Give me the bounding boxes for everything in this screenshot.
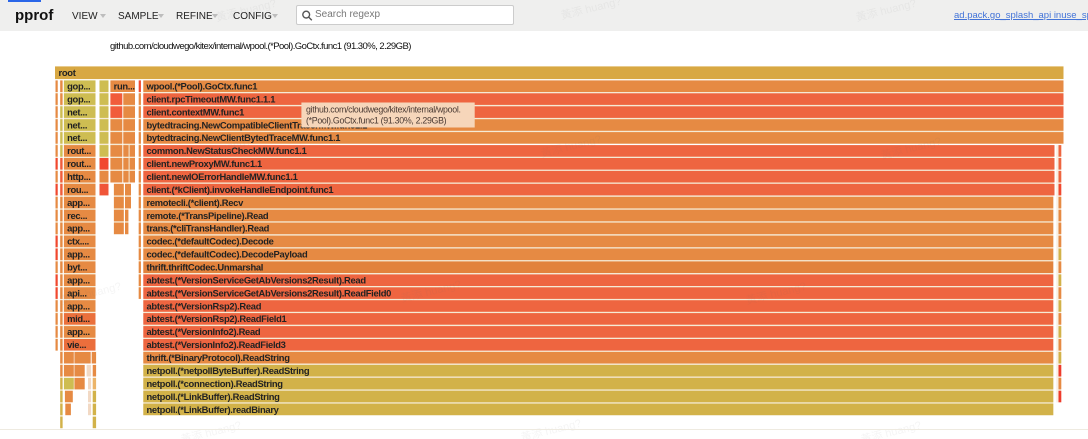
svg-text:bytedtracing.NewCompatibleClie: bytedtracing.NewCompatibleClientTracerMW… bbox=[147, 119, 368, 130]
svg-text:gop...: gop... bbox=[67, 81, 90, 92]
svg-text:abtest.(*VersionServiceGetAbVe: abtest.(*VersionServiceGetAbVersions2Res… bbox=[147, 275, 367, 286]
svg-text:codec.(*defaultCodec).DecodePa: codec.(*defaultCodec).DecodePayload bbox=[147, 249, 308, 260]
svg-text:client.newProxyMW.func1.1: client.newProxyMW.func1.1 bbox=[147, 158, 263, 169]
svg-text:bytedtracing.NewClientBytedTra: bytedtracing.NewClientBytedTraceMW.func1… bbox=[147, 132, 341, 143]
svg-text:rou...: rou... bbox=[67, 184, 88, 195]
svg-text:byt...: byt... bbox=[67, 262, 87, 273]
svg-text:gop...: gop... bbox=[67, 93, 90, 104]
svg-text:github.com/cloudwego/kitex/int: github.com/cloudwego/kitex/internal/wpoo… bbox=[306, 104, 461, 114]
svg-text:wpool.(*Pool).GoCtx.func1: wpool.(*Pool).GoCtx.func1 bbox=[146, 81, 258, 92]
svg-text:run...: run... bbox=[114, 81, 135, 92]
svg-text:rec...: rec... bbox=[67, 210, 87, 221]
svg-text:root: root bbox=[59, 67, 76, 78]
svg-text:app...: app... bbox=[67, 249, 90, 260]
svg-text:app...: app... bbox=[67, 300, 90, 311]
svg-text:client.contextMW.func1: client.contextMW.func1 bbox=[147, 106, 245, 117]
svg-text:app...: app... bbox=[67, 223, 90, 234]
svg-text:http...: http... bbox=[67, 171, 90, 182]
svg-text:abtest.(*VersionServiceGetAbVe: abtest.(*VersionServiceGetAbVersions2Res… bbox=[147, 287, 392, 298]
svg-text:mid...: mid... bbox=[67, 313, 90, 324]
svg-text:netpoll.(*connection).ReadStri: netpoll.(*connection).ReadString bbox=[147, 378, 284, 389]
svg-text:app...: app... bbox=[67, 197, 90, 208]
svg-text:ctx....: ctx.... bbox=[67, 236, 89, 247]
svg-text:abtest.(*VersionInfo2).Read: abtest.(*VersionInfo2).Read bbox=[147, 326, 261, 337]
svg-text:net...: net... bbox=[67, 119, 87, 130]
svg-text:thrift.(*BinaryProtocol).ReadS: thrift.(*BinaryProtocol).ReadString bbox=[147, 352, 291, 363]
svg-text:app...: app... bbox=[67, 326, 90, 337]
svg-text:netpoll.(*LinkBuffer).readBina: netpoll.(*LinkBuffer).readBinary bbox=[147, 404, 280, 415]
svg-text:abtest.(*VersionInfo2).ReadFie: abtest.(*VersionInfo2).ReadField3 bbox=[147, 339, 286, 350]
svg-text:net...: net... bbox=[67, 132, 87, 143]
svg-text:abtest.(*VersionRsp2).ReadFiel: abtest.(*VersionRsp2).ReadField1 bbox=[147, 313, 287, 324]
svg-text:net...: net... bbox=[67, 106, 87, 117]
svg-text:(*Pool).GoCtx.func1 (91.30%, 2: (*Pool).GoCtx.func1 (91.30%, 2.29GB) bbox=[306, 115, 447, 125]
svg-text:trans.(*cliTransHandler).Read: trans.(*cliTransHandler).Read bbox=[147, 223, 270, 234]
svg-text:client.(*kClient).invokeHandle: client.(*kClient).invokeHandleEndpoint.f… bbox=[147, 184, 334, 195]
svg-text:abtest.(*VersionRsp2).Read: abtest.(*VersionRsp2).Read bbox=[147, 300, 262, 311]
svg-text:app...: app... bbox=[67, 275, 90, 286]
svg-text:netpoll.(*netpollByteBuffer).R: netpoll.(*netpollByteBuffer).ReadString bbox=[147, 365, 310, 376]
svg-text:netpoll.(*LinkBuffer).ReadStri: netpoll.(*LinkBuffer).ReadString bbox=[147, 391, 281, 402]
svg-text:vie...: vie... bbox=[67, 339, 86, 350]
svg-text:rout...: rout... bbox=[67, 145, 91, 156]
svg-text:codec.(*defaultCodec).Decode: codec.(*defaultCodec).Decode bbox=[147, 236, 274, 247]
svg-text:client.newIOErrorHandleMW.func: client.newIOErrorHandleMW.func1.1 bbox=[147, 171, 298, 182]
svg-text:rout...: rout... bbox=[67, 158, 91, 169]
svg-text:client.rpcTimeoutMW.func1.1.1: client.rpcTimeoutMW.func1.1.1 bbox=[147, 93, 276, 104]
svg-text:api...: api... bbox=[67, 287, 87, 298]
svg-text:common.NewStatusCheckMW.func1.: common.NewStatusCheckMW.func1.1 bbox=[147, 145, 307, 156]
svg-text:thrift.thriftCodec.Unmarshal: thrift.thriftCodec.Unmarshal bbox=[147, 262, 264, 273]
svg-text:remote.(*TransPipeline).Read: remote.(*TransPipeline).Read bbox=[147, 210, 269, 221]
svg-text:remotecli.(*client).Recv: remotecli.(*client).Recv bbox=[147, 197, 245, 208]
